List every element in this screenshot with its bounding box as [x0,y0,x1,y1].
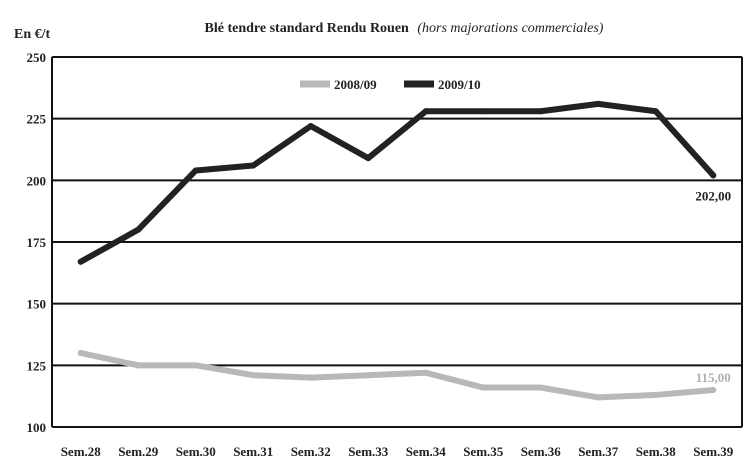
y-tick-label: 100 [27,420,47,435]
data-point [422,369,429,376]
data-point [250,162,257,169]
data-point [192,362,199,369]
data-point [192,167,199,174]
y-tick-label: 250 [27,50,47,65]
x-tick-label: Sem.39 [693,444,734,459]
chart-subtitle: (hors majorations commerciales) [417,21,603,36]
data-point [480,384,487,391]
data-point [135,362,142,369]
x-tick-label: Sem.31 [233,444,273,459]
data-point [422,108,429,115]
legend-label: 2009/10 [438,77,481,92]
data-point [652,391,659,398]
data-point [135,226,142,233]
data-point [365,372,372,379]
x-tick-label: Sem.29 [118,444,159,459]
data-point [537,384,544,391]
y-tick-labels: 100 125 150 175 200 225 250 [27,50,47,435]
data-point [710,387,717,393]
x-tick-label: Sem.35 [463,444,504,459]
data-point [307,374,314,381]
chart-title: Blé tendre standard Rendu Rouen (hors ma… [205,21,604,36]
legend-label: 2008/09 [334,77,377,92]
x-tick-label: Sem.36 [521,444,562,459]
end-value-label: 115,00 [696,370,731,385]
x-tick-label: Sem.34 [406,444,447,459]
series-lines [77,100,717,401]
end-value-labels: 115,00 202,00 [695,188,731,385]
x-tick-label: Sem.30 [176,444,216,459]
x-tick-label: Sem.38 [636,444,677,459]
y-tick-label: 125 [27,358,47,373]
x-tick-labels: Sem.28 Sem.29 Sem.30 Sem.31 Sem.32 Sem.33 Sem.… [61,444,734,459]
y-tick-label: 200 [27,173,47,188]
data-point [77,350,84,356]
data-point [595,100,602,107]
legend: 2008/09 2009/10 [300,77,481,92]
data-point [365,155,372,162]
data-point [710,172,717,179]
x-tick-label: Sem.33 [348,444,389,459]
x-tick-label: Sem.28 [61,444,102,459]
chart-title-main: Blé tendre standard Rendu Rouen [205,21,410,36]
x-tick-label: Sem.37 [578,444,619,459]
series-line-2008-09 [77,350,717,401]
data-point [595,394,602,401]
data-point [537,108,544,115]
series-line-2009-10 [77,100,717,265]
y-tick-label: 150 [27,297,47,312]
data-point [652,108,659,115]
y-tick-label: 225 [27,112,47,127]
data-point [77,258,84,265]
data-point [250,372,257,379]
x-tick-label: Sem.32 [291,444,331,459]
data-point [480,108,487,115]
y-axis-label: En €/t [14,27,51,42]
y-tick-label: 175 [27,235,47,250]
end-value-label: 202,00 [695,188,731,203]
data-point [307,123,314,130]
